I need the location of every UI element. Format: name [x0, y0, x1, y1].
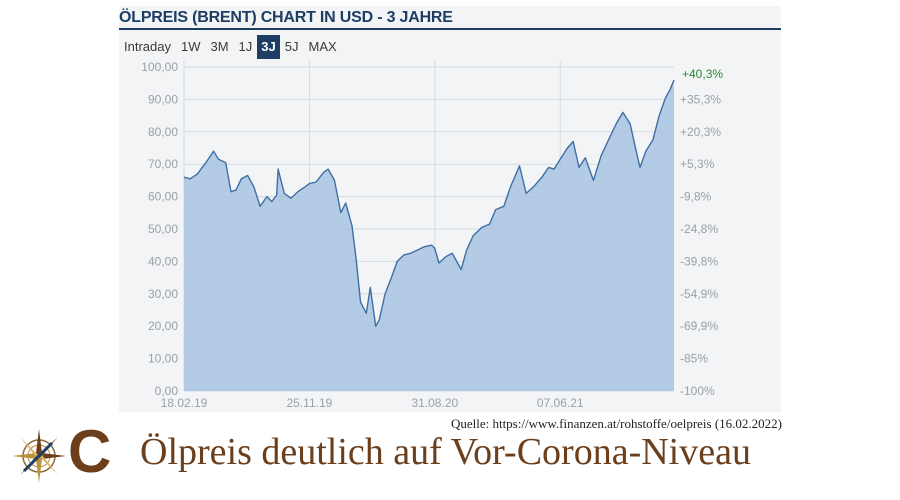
- x-tick: 25.11.19: [286, 396, 332, 410]
- y-tick-left: 90,00: [148, 92, 178, 106]
- area-fill: [184, 80, 674, 391]
- x-tick: 07.06.21: [537, 396, 584, 410]
- logo: C: [10, 418, 111, 489]
- y-tick-right: -85%: [680, 352, 708, 366]
- y-axis-left: 0,00 10,00 20,00 30,00 40,00 50,00 60,00 70,00 8…: [141, 60, 178, 398]
- chart-plot: 0,00 10,00 20,00 30,00 40,00 50,00 60,00 70,00 8…: [141, 60, 723, 410]
- source-note: Quelle: https://www.finanzen.at/rohstoff…: [450, 416, 782, 431]
- y-tick-right: -69,9%: [680, 319, 718, 333]
- y-tick-right: -54,9%: [680, 287, 718, 301]
- y-tick-left: 10,00: [148, 352, 178, 366]
- tab-5j[interactable]: 5J: [284, 39, 299, 54]
- y-tick-left: 0,00: [155, 384, 179, 398]
- current-change: +40,3%: [682, 67, 723, 81]
- y-tick-right: +5,3%: [680, 157, 715, 171]
- headline: Ölpreis deutlich auf Vor-Corona-Niveau: [140, 431, 751, 473]
- timeframe-tabs: Intraday 1W 3M 1J 3J 5J MAX: [119, 35, 342, 59]
- tab-max[interactable]: MAX: [308, 39, 337, 54]
- y-tick-left: 50,00: [148, 222, 178, 236]
- chart-title: ÖLPREIS (BRENT) CHART IN USD - 3 JAHRE: [119, 8, 781, 30]
- current-change-label: +40,3%: [682, 67, 723, 81]
- tab-1j[interactable]: 1J: [238, 39, 253, 54]
- chart-panel: 0,00 10,00 20,00 30,00 40,00 50,00 60,00 70,00 8…: [119, 6, 781, 412]
- x-tick: 18.02.19: [161, 396, 208, 410]
- y-tick-right: -100%: [680, 384, 715, 398]
- tab-1w[interactable]: 1W: [180, 39, 201, 54]
- price-line: [183, 79, 675, 327]
- y-tick-left: 80,00: [148, 125, 178, 139]
- chart-area: [183, 79, 675, 391]
- y-tick-right: +20,3%: [680, 125, 721, 139]
- compass-rose-icon: [12, 429, 66, 483]
- y-tick-left: 40,00: [148, 254, 178, 268]
- y-tick-right: -39,8%: [680, 254, 718, 268]
- y-tick-left: 30,00: [148, 287, 178, 301]
- y-tick-left: 60,00: [148, 190, 178, 204]
- y-axis-right: -100% -85% -69,9% -54,9% -39,8% -24,8% -9,8% +5…: [680, 92, 721, 398]
- y-tick-right: -9,8%: [680, 190, 712, 204]
- y-tick-left: 70,00: [148, 157, 178, 171]
- x-axis: 18.02.19 25.11.19 31.08.20 07.06.21: [161, 396, 584, 410]
- tab-intraday[interactable]: Intraday: [124, 39, 171, 54]
- y-tick-left: 20,00: [148, 319, 178, 333]
- y-tick-left: 100,00: [141, 60, 178, 74]
- y-tick-right: -24,8%: [680, 222, 718, 236]
- x-tick: 31.08.20: [411, 396, 458, 410]
- y-tick-right: +35,3%: [680, 92, 721, 106]
- tab-3j[interactable]: 3J: [257, 35, 280, 59]
- logo-letter: C: [68, 418, 112, 485]
- tab-3m[interactable]: 3M: [210, 39, 229, 54]
